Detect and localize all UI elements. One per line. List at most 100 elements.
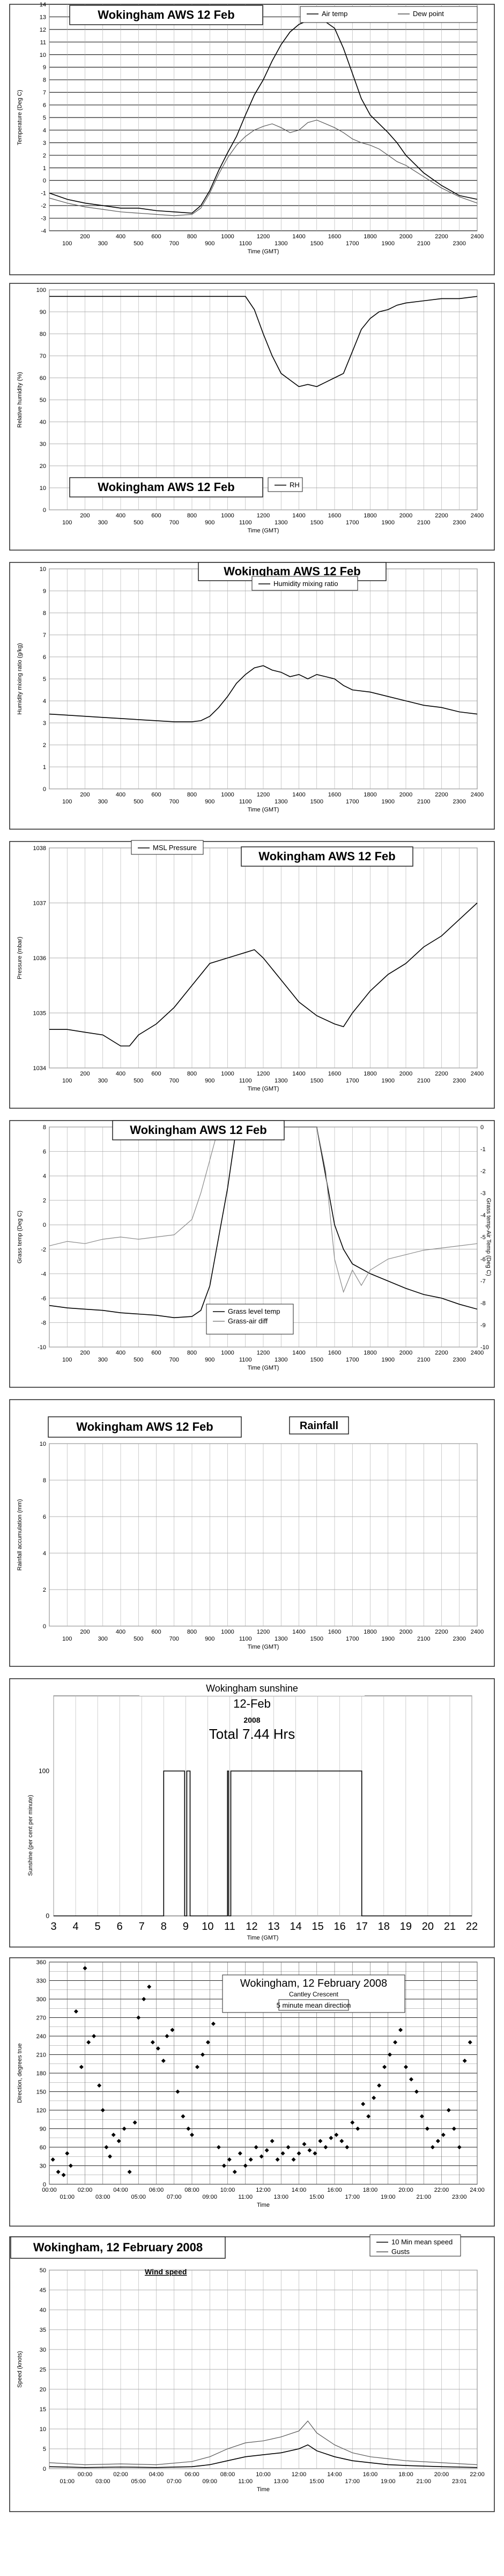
sunshine-chart: 3 4 5 6 7 8 9 10 11 12 13 14 15 16 17 18 19 20 21 22 0 100 Tim… <box>9 1678 495 1948</box>
x-tick-label: 1900 <box>382 1636 395 1642</box>
scatter-point <box>462 2059 467 2063</box>
x-tick-label: 9 <box>183 1921 189 1933</box>
x-tick-label: 16:00 <box>327 2187 342 2193</box>
x-tick-label: 01:00 <box>60 2194 75 2200</box>
y-tick-label: -6 <box>41 1296 46 1302</box>
x-tick-label: 1500 <box>310 799 323 805</box>
scatter-point <box>175 2089 180 2094</box>
x-tick-label: 2200 <box>435 1350 448 1356</box>
x-tick-label: 1400 <box>292 233 305 240</box>
scatter-point <box>323 2145 328 2149</box>
scatter-point <box>419 2114 424 2119</box>
x-tick-label: 1300 <box>275 1636 287 1642</box>
y-tick-label: 0 <box>43 1623 46 1630</box>
x-tick-label: 1900 <box>382 799 395 805</box>
chart-frame <box>9 4 495 275</box>
x-tick-label: 900 <box>205 519 214 526</box>
scatter-point <box>313 2151 317 2156</box>
scatter-point <box>97 2083 102 2088</box>
humidity-chart-panel: 0 10 20 30 40 50 60 70 80 90 100 200 400 600 800 1000 12… <box>0 279 504 558</box>
x-tick-label: 03:00 <box>95 2194 110 2200</box>
y-tick-label: 10 <box>40 485 46 492</box>
scatter-point <box>200 2052 205 2057</box>
x-tick-label: 20:00 <box>434 2471 449 2478</box>
x-tick-label: 17:00 <box>345 2194 360 2200</box>
y2-tick-label: -1 <box>480 1146 486 1153</box>
scatter-point <box>211 2022 216 2026</box>
y-tick-label: 9 <box>43 64 46 71</box>
y-tick-label: 8 <box>43 1477 46 1484</box>
x-tick-label: 2400 <box>471 1350 484 1356</box>
x-tick-label: 07:00 <box>167 2478 182 2485</box>
x-tick-label: 300 <box>98 1636 108 1642</box>
x-tick-label: 700 <box>169 240 179 247</box>
scatter-point <box>254 2145 258 2149</box>
x-tick-label: 600 <box>151 1350 161 1356</box>
series-line-grass-level-temp <box>49 1126 478 1319</box>
wind-speed-chart: 0 5 10 15 20 25 30 35 40 45 50 00:00 02:00 04:00 06:00… <box>9 2234 495 2512</box>
x-axis-label: Time <box>257 2486 270 2493</box>
y-tick-label: 120 <box>36 2107 46 2114</box>
x-tick-label: 1500 <box>310 1357 323 1363</box>
x-tick-label: 1800 <box>364 513 376 519</box>
x-tick-label: 1200 <box>257 1350 270 1356</box>
rainfall-chart: 0 2 4 6 8 10 200 400 600 800 1000 1200 1400 1600 1800 2… <box>9 1399 495 1667</box>
x-tick-label: 600 <box>151 1629 161 1635</box>
scatter-point <box>388 2052 392 2057</box>
x-tick-label: 24:00 <box>470 2187 485 2193</box>
scatter-point <box>334 2133 339 2137</box>
scatter-point <box>275 2157 280 2162</box>
title-box <box>10 2236 226 2259</box>
y-tick-label: 50 <box>40 397 46 404</box>
series-line-10-min-mean-speed <box>49 2444 478 2468</box>
temperature-chart-panel: -4 -3 -2 -1 0 1 2 3 4 5 6 7 8 9 10 11 12 13 14 200 400 600 800… <box>0 0 504 279</box>
series-line-rh <box>49 296 478 387</box>
x-tick-label: 07:00 <box>167 2194 182 2200</box>
x-tick-label: 08:00 <box>184 2187 199 2193</box>
x-tick-label: 20 <box>422 1921 434 1933</box>
legend-label: Air temp <box>322 10 347 18</box>
x-tick-label: 04:00 <box>149 2471 164 2478</box>
y-tick-label: 60 <box>40 2145 46 2151</box>
chart-title: Wokingham, 12 February 2008 <box>240 1978 387 1989</box>
scatter-point <box>50 2157 55 2162</box>
scatter-point <box>248 2157 253 2162</box>
chart-subtitle: 12-Feb <box>233 1697 271 1710</box>
x-tick-label: 2200 <box>435 1629 448 1635</box>
x-tick-label: 14 <box>290 1921 301 1933</box>
scatter-point <box>205 2040 210 2045</box>
x-tick-label: 1700 <box>346 799 359 805</box>
x-tick-label: 200 <box>80 1629 90 1635</box>
y2-tick-label: 0 <box>480 1124 484 1131</box>
y-tick-label: 1038 <box>33 845 46 852</box>
legend-box <box>300 6 478 23</box>
x-tick-label: 15:00 <box>309 2194 324 2200</box>
x-tick-label: 2400 <box>471 513 484 519</box>
x-tick-label: 2300 <box>453 799 466 805</box>
x-tick-label: 1900 <box>382 519 395 526</box>
x-tick-label: 2100 <box>417 1357 430 1363</box>
scatter-point <box>181 2114 186 2119</box>
scatter-point <box>307 2148 312 2153</box>
x-tick-label: 01:00 <box>60 2478 75 2485</box>
chart-frame <box>9 283 495 551</box>
x-tick-label: 2100 <box>417 519 430 526</box>
title-box <box>69 477 263 497</box>
scatter-point <box>264 2148 269 2153</box>
y-tick-label: 8 <box>43 610 46 617</box>
chart-title: Wokingham AWS 12 Feb <box>98 8 234 21</box>
y-axis-label: Humidity mixing ratio (g/kg) <box>17 643 23 714</box>
y-tick-label: 14 <box>40 2 46 8</box>
x-tick-label: 16 <box>334 1921 346 1933</box>
x-tick-label: 1700 <box>346 519 359 526</box>
scatter-point <box>361 2102 366 2106</box>
y-tick-label: -1 <box>41 191 46 197</box>
y-axis-label: Relative humidity (%) <box>17 372 23 428</box>
wind-direction-chart-panel: 0 30 60 90 120 150 180 210 240 270 300 330 360 00:00 0… <box>0 1953 504 2233</box>
x-axis-label: Time (GMT) <box>248 1086 279 1092</box>
x-axis-label: Time <box>257 2202 270 2208</box>
y-axis-label: Sunshine (per cent per minute) <box>27 1795 34 1876</box>
y-axis-label: Speed (knots) <box>17 2351 23 2388</box>
y-tick-label: 100 <box>36 287 46 294</box>
